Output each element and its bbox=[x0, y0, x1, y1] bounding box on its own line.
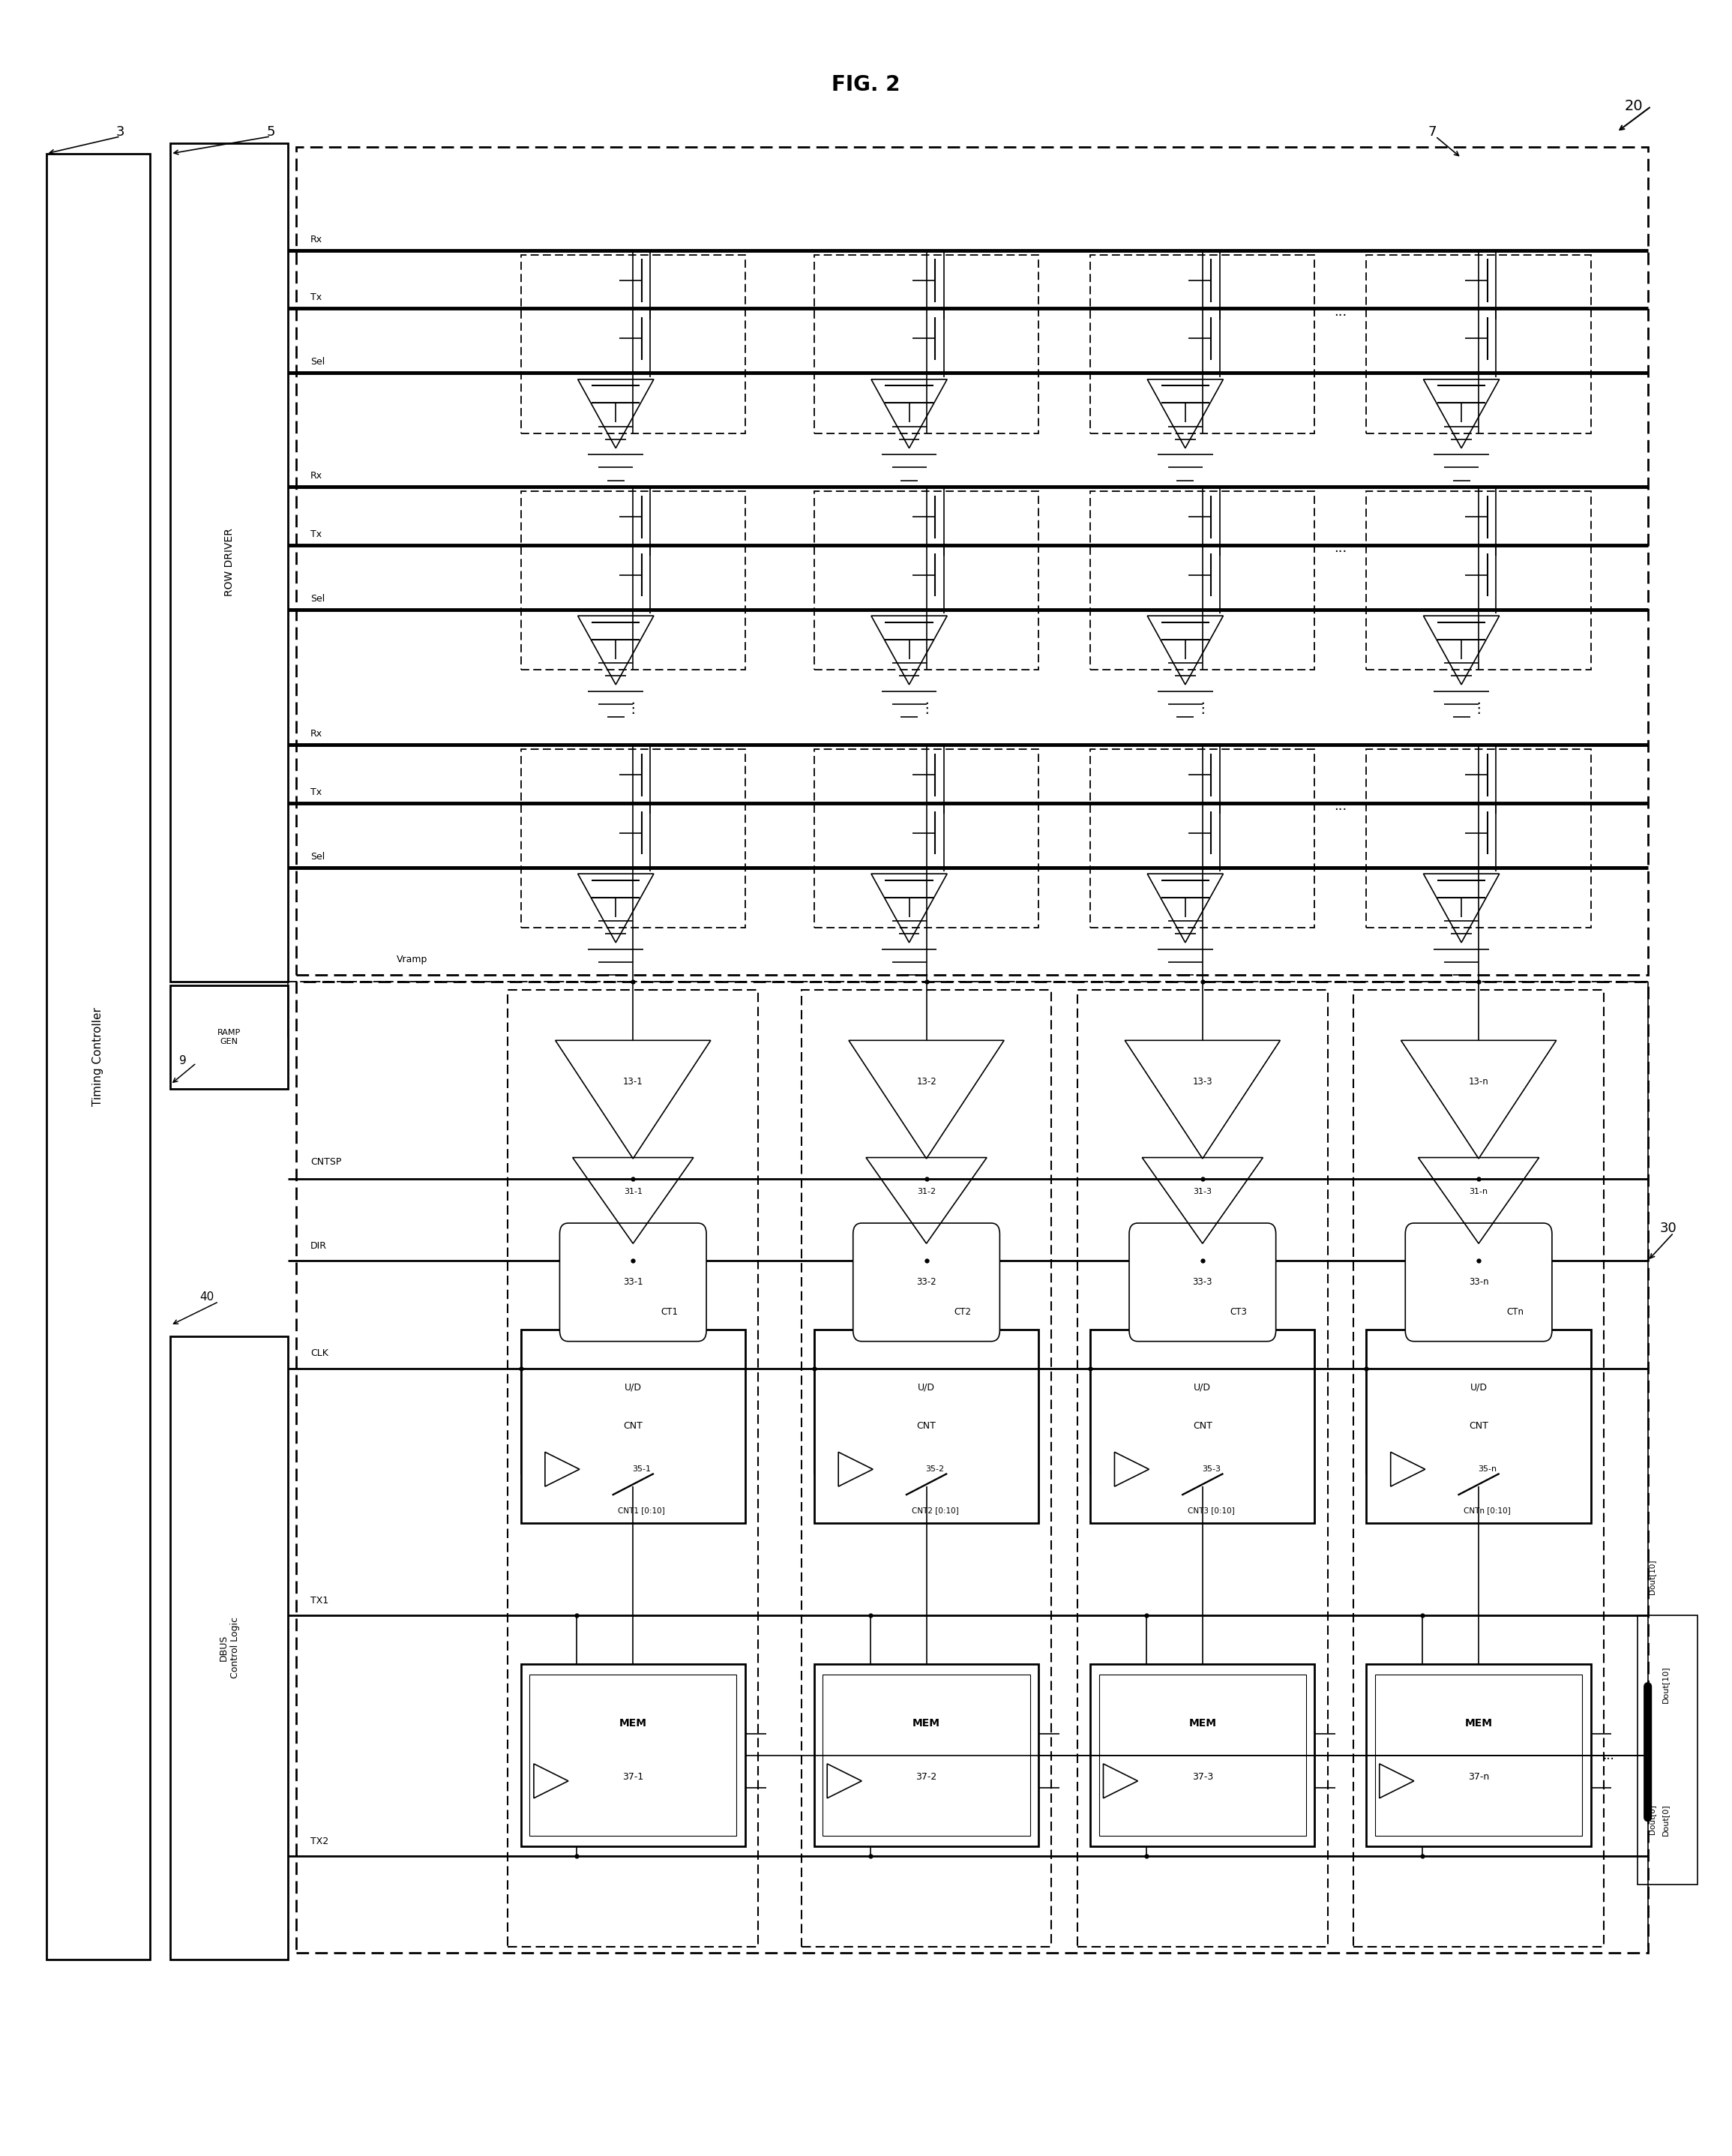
Text: 31-1: 31-1 bbox=[624, 1188, 643, 1197]
Text: CT3: CT3 bbox=[1230, 1307, 1247, 1317]
Text: CTn: CTn bbox=[1507, 1307, 1524, 1317]
Text: ...: ... bbox=[1334, 800, 1347, 813]
Text: 35-2: 35-2 bbox=[925, 1466, 944, 1473]
Text: CNT2 [0:10]: CNT2 [0:10] bbox=[911, 1507, 958, 1514]
Text: MEM: MEM bbox=[618, 1718, 646, 1729]
Text: CNT1 [0:10]: CNT1 [0:10] bbox=[618, 1507, 665, 1514]
Text: Timing Controller: Timing Controller bbox=[92, 1007, 104, 1106]
Text: DBUS
Control Logic: DBUS Control Logic bbox=[218, 1617, 239, 1677]
Text: 37-n: 37-n bbox=[1469, 1772, 1490, 1781]
Text: 31-2: 31-2 bbox=[916, 1188, 935, 1197]
Text: MEM: MEM bbox=[913, 1718, 940, 1729]
Text: 31-3: 31-3 bbox=[1193, 1188, 1212, 1197]
Text: CLK: CLK bbox=[310, 1348, 327, 1358]
Text: CNTSP: CNTSP bbox=[310, 1158, 341, 1166]
Text: RAMP
GEN: RAMP GEN bbox=[218, 1028, 241, 1046]
Text: 7: 7 bbox=[1427, 125, 1436, 138]
Text: TX1: TX1 bbox=[310, 1595, 329, 1606]
Text: Dout[0]: Dout[0] bbox=[1661, 1805, 1670, 1835]
Text: 13-3: 13-3 bbox=[1193, 1076, 1212, 1087]
Text: Sel: Sel bbox=[310, 593, 324, 604]
Text: DIR: DIR bbox=[310, 1242, 327, 1250]
Text: ...: ... bbox=[1334, 541, 1347, 554]
Text: 33-3: 33-3 bbox=[1193, 1276, 1212, 1287]
Text: 35-1: 35-1 bbox=[632, 1466, 651, 1473]
Text: ...: ... bbox=[1334, 304, 1347, 319]
Text: ⋮: ⋮ bbox=[1195, 701, 1211, 716]
Text: ...: ... bbox=[1602, 1749, 1614, 1761]
Text: Dout[10]: Dout[10] bbox=[1647, 1559, 1656, 1593]
Text: TX2: TX2 bbox=[310, 1837, 329, 1846]
Text: 33-n: 33-n bbox=[1469, 1276, 1488, 1287]
Text: Sel: Sel bbox=[310, 852, 324, 862]
Text: Tx: Tx bbox=[310, 528, 322, 539]
Text: CNT: CNT bbox=[624, 1421, 643, 1432]
Text: Tx: Tx bbox=[310, 293, 322, 302]
Text: 33-2: 33-2 bbox=[916, 1276, 937, 1287]
Text: Rx: Rx bbox=[310, 729, 322, 740]
Text: Rx: Rx bbox=[310, 472, 322, 481]
FancyBboxPatch shape bbox=[854, 1222, 999, 1341]
Text: Dout[10]: Dout[10] bbox=[1661, 1667, 1670, 1703]
FancyBboxPatch shape bbox=[559, 1222, 707, 1341]
Text: CNT: CNT bbox=[1193, 1421, 1212, 1432]
Text: CT1: CT1 bbox=[660, 1307, 677, 1317]
Text: Dout[0]: Dout[0] bbox=[1647, 1805, 1656, 1835]
Text: U/D: U/D bbox=[918, 1382, 935, 1393]
Text: ROW DRIVER: ROW DRIVER bbox=[223, 528, 234, 595]
Text: 5: 5 bbox=[267, 125, 275, 138]
Text: 40: 40 bbox=[199, 1291, 215, 1302]
Text: 9: 9 bbox=[178, 1054, 187, 1067]
Text: ⋮: ⋮ bbox=[625, 701, 641, 716]
Text: Sel: Sel bbox=[310, 358, 324, 367]
Text: 31-n: 31-n bbox=[1469, 1188, 1488, 1197]
Text: 13-n: 13-n bbox=[1469, 1076, 1490, 1087]
Text: ⋮: ⋮ bbox=[920, 701, 934, 716]
Text: 13-2: 13-2 bbox=[916, 1076, 937, 1087]
Text: Vramp: Vramp bbox=[397, 955, 428, 964]
Text: 37-2: 37-2 bbox=[916, 1772, 937, 1781]
Text: 35-n: 35-n bbox=[1477, 1466, 1496, 1473]
Text: 20: 20 bbox=[1625, 99, 1644, 114]
Text: CNTn [0:10]: CNTn [0:10] bbox=[1464, 1507, 1510, 1514]
Text: ⋮: ⋮ bbox=[1470, 701, 1486, 716]
Text: U/D: U/D bbox=[625, 1382, 641, 1393]
Text: MEM: MEM bbox=[1465, 1718, 1493, 1729]
Text: MEM: MEM bbox=[1188, 1718, 1216, 1729]
Text: U/D: U/D bbox=[1470, 1382, 1488, 1393]
Text: 35-3: 35-3 bbox=[1202, 1466, 1221, 1473]
Text: 33-1: 33-1 bbox=[624, 1276, 643, 1287]
Text: U/D: U/D bbox=[1193, 1382, 1211, 1393]
Text: FIG. 2: FIG. 2 bbox=[831, 73, 901, 95]
Text: CNT: CNT bbox=[1469, 1421, 1488, 1432]
FancyBboxPatch shape bbox=[1405, 1222, 1552, 1341]
Text: 37-3: 37-3 bbox=[1192, 1772, 1212, 1781]
Text: Rx: Rx bbox=[310, 235, 322, 244]
Text: 37-1: 37-1 bbox=[622, 1772, 644, 1781]
Text: CNT: CNT bbox=[916, 1421, 935, 1432]
Text: CNT3 [0:10]: CNT3 [0:10] bbox=[1188, 1507, 1235, 1514]
Text: Tx: Tx bbox=[310, 787, 322, 798]
Text: 30: 30 bbox=[1659, 1222, 1677, 1235]
Text: 3: 3 bbox=[116, 125, 125, 138]
Text: 13-1: 13-1 bbox=[624, 1076, 643, 1087]
FancyBboxPatch shape bbox=[1129, 1222, 1276, 1341]
Text: CT2: CT2 bbox=[954, 1307, 972, 1317]
